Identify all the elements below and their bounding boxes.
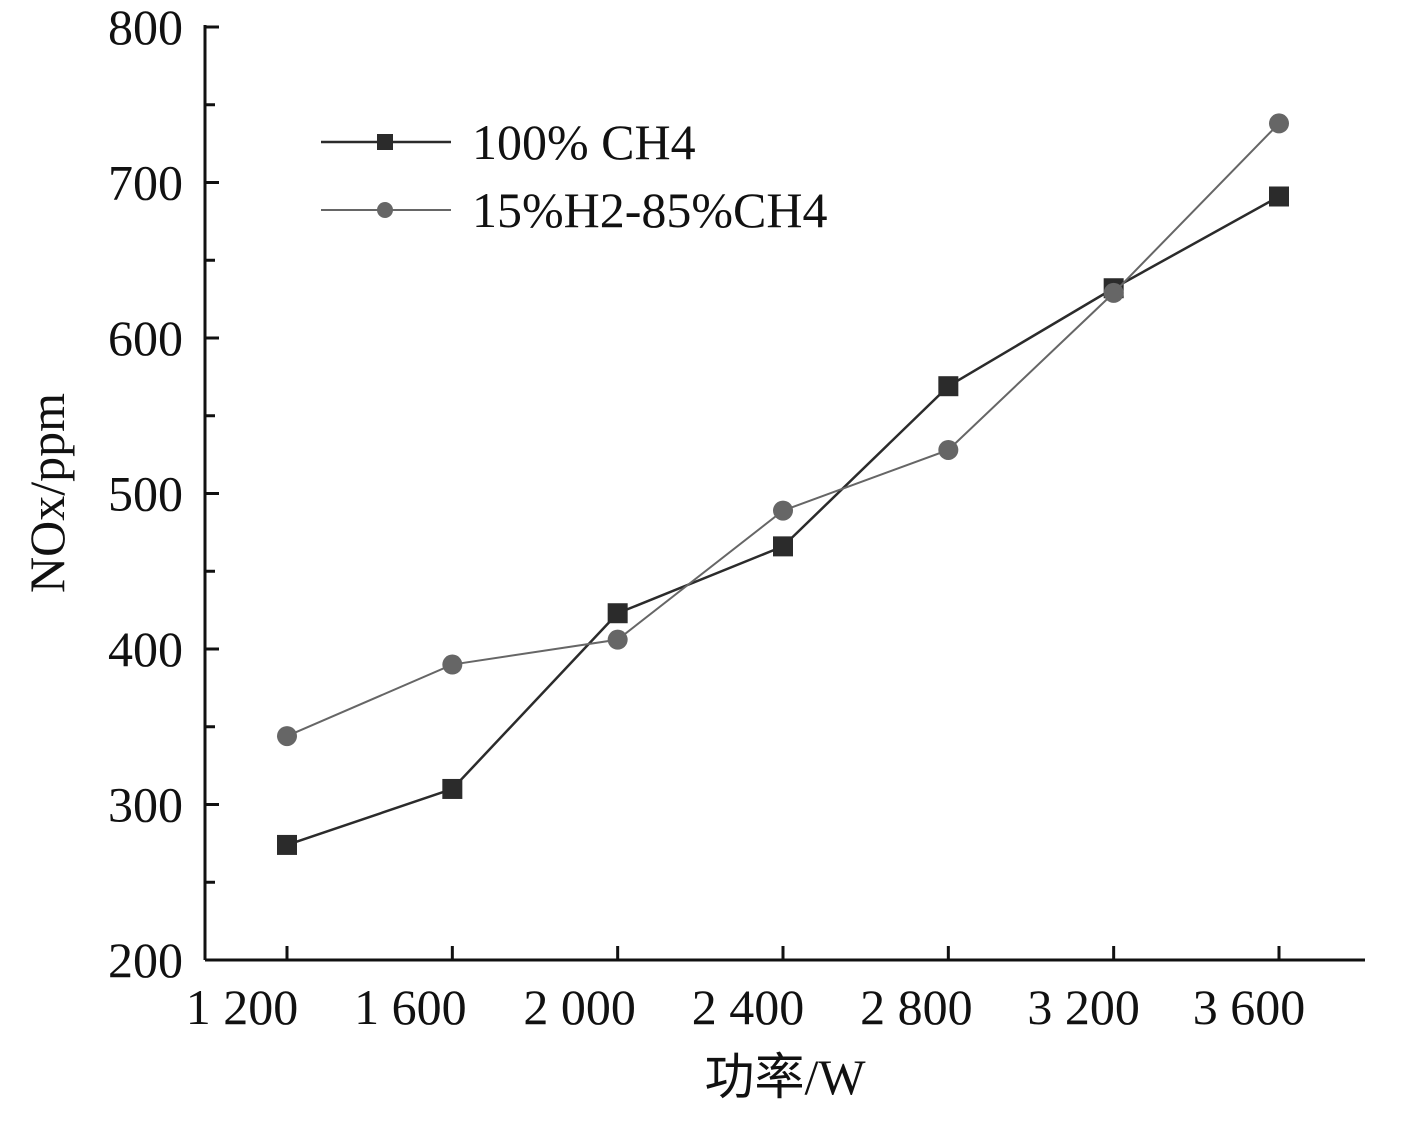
y-tick-label: 500 bbox=[108, 466, 183, 522]
x-tick-label: 2 000 bbox=[523, 979, 636, 1035]
x-tick-label: 1 600 bbox=[354, 979, 467, 1035]
legend-entry: 100% CH4 bbox=[321, 114, 696, 170]
data-point bbox=[1269, 113, 1289, 134]
series-1 bbox=[277, 186, 1289, 855]
y-ticks: 200 300 400 500 600 700 800 bbox=[108, 0, 219, 988]
x-tick-label: 2 800 bbox=[860, 979, 973, 1035]
legend-entry: 15%H2-85%CH4 bbox=[321, 182, 828, 238]
data-point bbox=[277, 726, 297, 747]
data-point bbox=[1103, 282, 1124, 303]
data-point bbox=[773, 536, 793, 557]
data-point bbox=[1269, 186, 1289, 207]
data-point bbox=[938, 376, 959, 397]
y-tick-label: 800 bbox=[108, 0, 183, 55]
plot-area bbox=[277, 113, 1289, 855]
series-2 bbox=[277, 113, 1289, 747]
axes: 200 300 400 500 600 700 800 1 200 1 600 2 000 2 4… bbox=[108, 0, 1365, 1035]
x-tick-label: 3 200 bbox=[1027, 979, 1140, 1035]
x-tick-label: 1 200 bbox=[186, 979, 299, 1035]
y-axis-title: NOx/ppm bbox=[19, 393, 75, 593]
y-tick-label: 400 bbox=[108, 621, 183, 677]
data-point bbox=[773, 500, 793, 521]
data-point bbox=[607, 603, 628, 624]
legend-marker bbox=[377, 202, 393, 218]
x-tick-label: 2 400 bbox=[692, 979, 805, 1035]
legend-label: 15%H2-85%CH4 bbox=[472, 182, 828, 238]
legend-label: 100% CH4 bbox=[472, 114, 696, 170]
x-axis-title: 功率/W bbox=[704, 1049, 866, 1105]
legend: 100% CH4 15%H2-85%CH4 bbox=[321, 114, 828, 238]
data-point bbox=[277, 834, 297, 855]
data-point bbox=[442, 778, 463, 799]
y-tick-label: 200 bbox=[108, 932, 183, 988]
x-tick-label: 3 600 bbox=[1193, 979, 1306, 1035]
data-point bbox=[442, 654, 463, 675]
series-line bbox=[286, 195, 1280, 847]
x-ticks: 1 200 1 600 2 000 2 400 2 800 3 200 3 600 bbox=[186, 946, 1306, 1035]
data-point bbox=[607, 629, 628, 650]
legend-marker bbox=[377, 134, 393, 150]
y-tick-label: 700 bbox=[108, 155, 183, 211]
y-tick-label: 600 bbox=[108, 310, 183, 366]
data-point bbox=[938, 439, 959, 460]
y-tick-label: 300 bbox=[108, 777, 183, 833]
